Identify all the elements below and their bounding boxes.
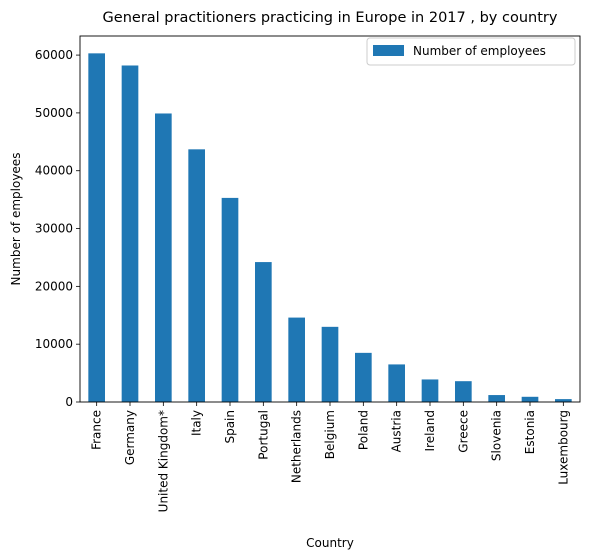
y-tick-label: 10000 <box>35 337 73 351</box>
legend-swatch <box>373 45 404 56</box>
x-tick-label: France <box>90 410 104 450</box>
x-tick-label: Italy <box>190 410 204 436</box>
x-tick-label: Greece <box>456 410 470 453</box>
x-axis-label: Country <box>306 536 354 550</box>
x-tick-label: Poland <box>356 410 370 450</box>
bar-poland <box>355 353 372 402</box>
x-tick-label: United Kingdom* <box>156 410 170 512</box>
bar-belgium <box>322 327 339 402</box>
y-tick-label: 0 <box>65 395 73 409</box>
bar-spain <box>222 198 239 402</box>
x-tick-label: Germany <box>123 410 137 465</box>
y-axis-label: Number of employees <box>9 153 23 286</box>
bar-italy <box>188 149 205 402</box>
bar-portugal <box>255 262 272 402</box>
y-tick-label: 50000 <box>35 106 73 120</box>
x-tick-label: Austria <box>390 410 404 452</box>
x-tick-label: Netherlands <box>290 410 304 483</box>
legend-label: Number of employees <box>413 44 546 58</box>
x-axis-ticks: France Germany United Kingdom* Italy Spain Po… <box>90 402 571 512</box>
y-axis-ticks: 0 10000 20000 30000 40000 50000 60000 <box>35 48 80 409</box>
bar-netherlands <box>288 318 305 402</box>
y-tick-label: 30000 <box>35 222 73 236</box>
y-tick-label: 60000 <box>35 48 73 62</box>
x-tick-label: Luxembourg <box>556 410 570 485</box>
x-tick-label: Portugal <box>256 410 270 460</box>
bar-slovenia <box>488 395 505 402</box>
x-tick-label: Spain <box>223 410 237 444</box>
bar-ireland <box>422 379 439 402</box>
bar-france <box>88 53 105 402</box>
chart-title: General practitioners practicing in Euro… <box>103 10 558 26</box>
bar-estonia <box>522 397 539 402</box>
x-tick-label: Estonia <box>523 410 537 454</box>
bar-germany <box>122 65 139 402</box>
x-tick-label: Slovenia <box>490 410 504 461</box>
y-tick-label: 40000 <box>35 164 73 178</box>
bar-greece <box>455 381 472 402</box>
legend: Number of employees <box>367 38 575 65</box>
bars-group <box>88 53 571 402</box>
x-tick-label: Belgium <box>323 410 337 459</box>
bar-austria <box>388 364 405 402</box>
bar-united-kingdom <box>155 113 172 402</box>
y-tick-label: 20000 <box>35 279 73 293</box>
x-tick-label: Ireland <box>423 410 437 452</box>
